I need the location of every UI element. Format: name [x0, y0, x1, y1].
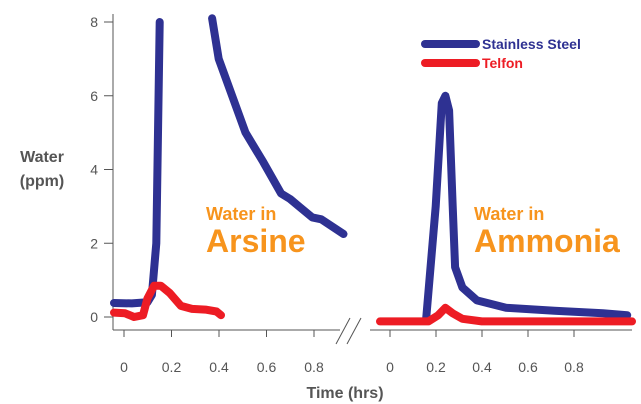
chart-axes: 0 2 4 6 8 0 0.2 0.4 0.6 0.8 0 0.2 0.4 0.6 0.8 — [90, 14, 632, 375]
x-tick-label: 0.4 — [472, 359, 492, 375]
x-tick-label: 0.4 — [209, 359, 229, 375]
x-tick-label: 0.6 — [518, 359, 538, 375]
legend: Stainless Steel Telfon — [421, 36, 581, 71]
y-tick-label: 4 — [90, 162, 98, 178]
y-tick-label: 0 — [90, 309, 98, 325]
y-axis-title: Water (ppm) — [20, 149, 64, 190]
y-tick-label: 2 — [90, 235, 98, 251]
x-tick-label: 0.6 — [257, 359, 277, 375]
series-line-stainless-steel — [208, 14, 348, 238]
series-layer — [110, 14, 636, 326]
axis-break-mark — [346, 317, 362, 345]
legend-label-stainless-steel: Stainless Steel — [482, 36, 581, 52]
y-tick-label: 6 — [90, 88, 98, 104]
x-tick-label: 0 — [120, 359, 128, 375]
annotation-ammonia-prefix: Water in — [474, 204, 544, 224]
series-line-telfon — [110, 281, 225, 321]
x-tick-label: 0.2 — [162, 359, 182, 375]
annotation-arsine: Arsine — [206, 223, 306, 259]
annotation-arsine-prefix: Water in — [206, 204, 276, 224]
x-axis-title: Time (hrs) — [306, 385, 383, 402]
x-tick-label: 0 — [386, 359, 394, 375]
y-tick-label: 8 — [90, 14, 98, 30]
series-line-stainless-steel — [110, 18, 164, 308]
series-line-stainless-steel — [422, 91, 632, 325]
x-tick-label: 0.8 — [304, 359, 324, 375]
y-axis-title-line-2: (ppm) — [20, 173, 64, 190]
y-axis-title-line-1: Water — [20, 149, 64, 166]
annotation-ammonia: Ammonia — [474, 223, 620, 259]
x-tick-label: 0.2 — [426, 359, 446, 375]
annotations: Water in Arsine Water in Ammonia — [206, 204, 620, 259]
series-line-telfon — [376, 303, 636, 326]
axis-break-mark — [335, 317, 351, 345]
legend-label-telfon: Telfon — [482, 55, 523, 71]
x-tick-label: 0.8 — [564, 359, 584, 375]
